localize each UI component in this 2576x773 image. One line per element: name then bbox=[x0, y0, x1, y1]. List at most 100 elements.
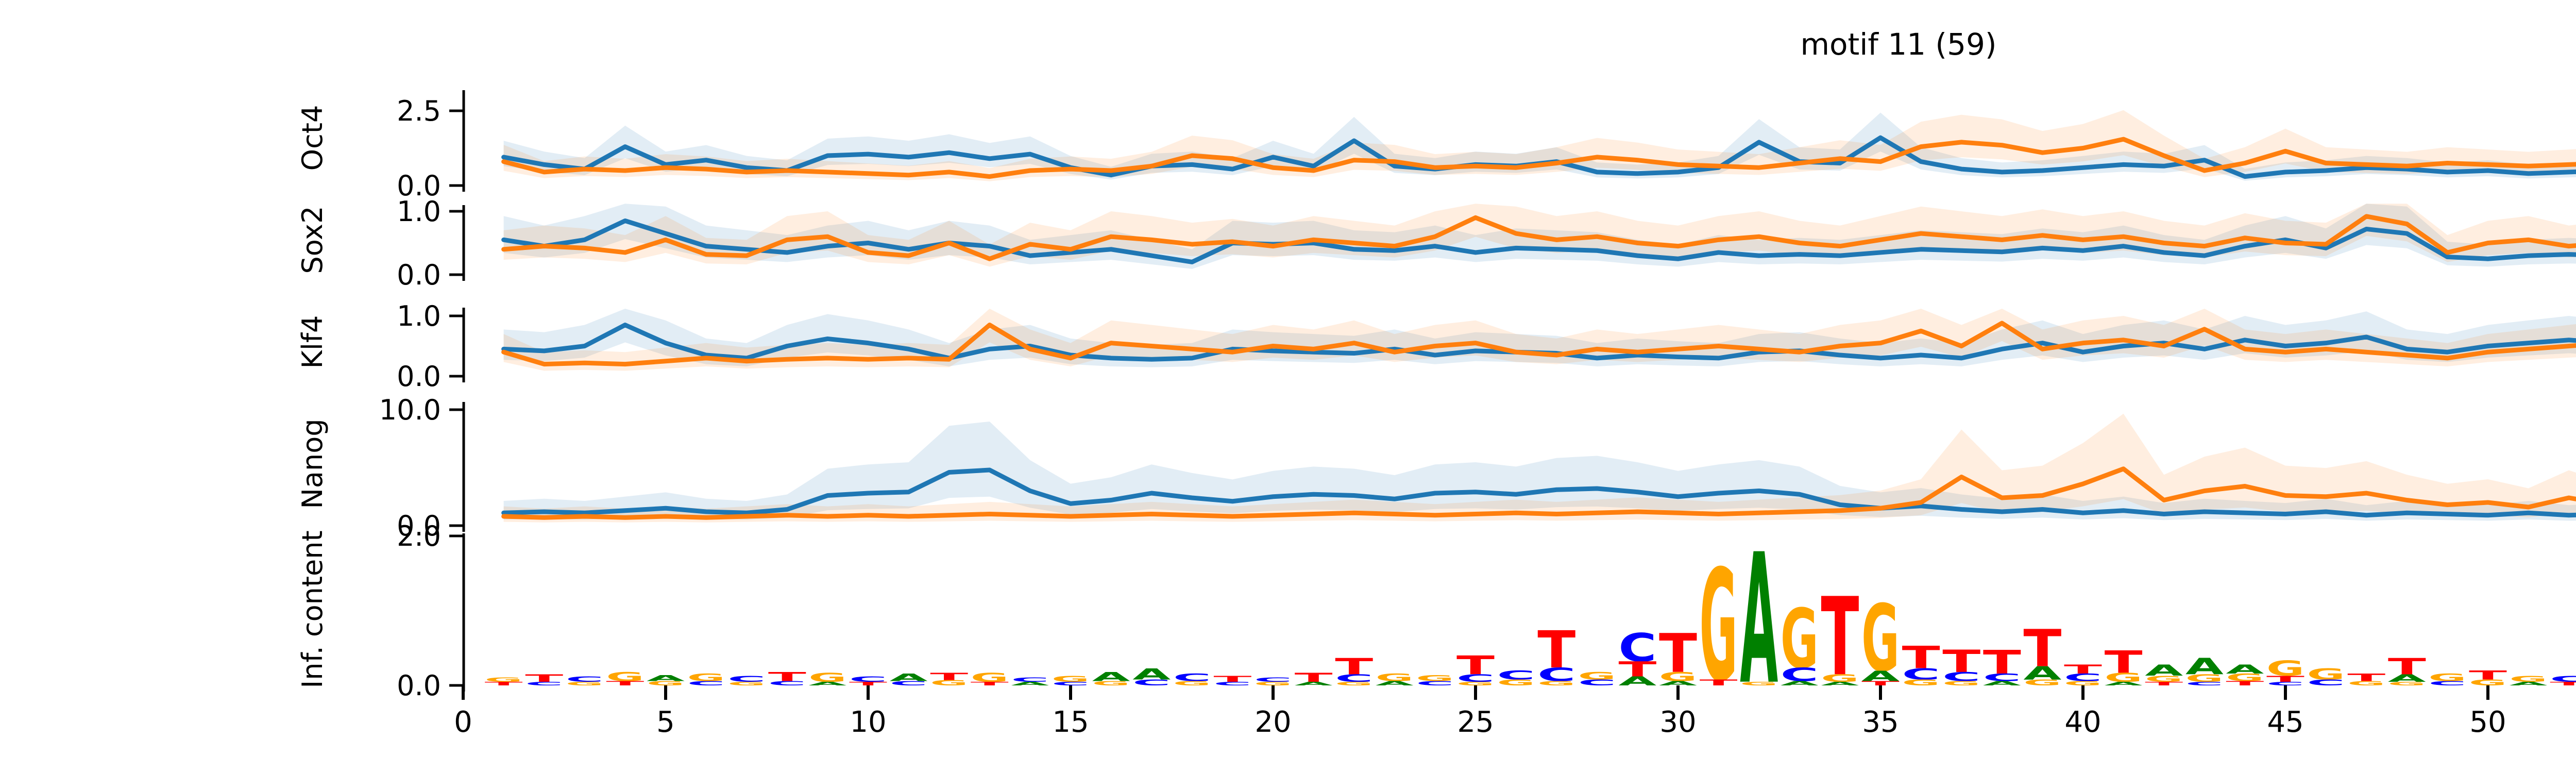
logo-letter-G: G bbox=[1821, 673, 1859, 684]
logo-letter-T: T bbox=[1861, 680, 1900, 687]
logo-letter-T: T bbox=[1821, 575, 1859, 700]
logo-letter-T: T bbox=[525, 673, 563, 684]
logo-letter-A: A bbox=[2388, 673, 2426, 684]
logo-letter-T: T bbox=[1942, 643, 1980, 679]
x-tick-label: 40 bbox=[2064, 705, 2101, 739]
orange-profile-line bbox=[501, 137, 2576, 179]
logo-letter-T: T bbox=[930, 671, 968, 683]
logo-letter-G: G bbox=[1902, 678, 1940, 687]
y-tick-label: 1.0 bbox=[397, 195, 441, 228]
logo-letter-C: C bbox=[2064, 671, 2102, 683]
logo-letter-G: G bbox=[2105, 670, 2143, 685]
blue-confidence-band bbox=[503, 421, 2576, 521]
row-label-nanog: Nanog bbox=[296, 418, 329, 509]
logo-letter-C: C bbox=[1052, 681, 1090, 687]
logo-letter-T: T bbox=[2145, 681, 2183, 687]
logo-letter-A: A bbox=[1376, 680, 1414, 687]
logo-letter-G: G bbox=[1416, 674, 1454, 683]
logo-letter-C: C bbox=[1416, 680, 1454, 687]
logo-letter-A: A bbox=[2145, 662, 2183, 680]
logo-letter-A: A bbox=[2226, 662, 2264, 677]
logo-letter-T: T bbox=[1618, 658, 1656, 681]
logo-letter-G: G bbox=[1659, 669, 1697, 684]
logo-letter-C: C bbox=[1456, 673, 1495, 684]
logo-letter-G: G bbox=[727, 681, 766, 687]
y-tick-label: 2.0 bbox=[397, 520, 441, 552]
logo-letter-T: T bbox=[2388, 653, 2426, 680]
x-tick-label: 20 bbox=[1255, 705, 1291, 739]
logo-letter-T: T bbox=[849, 681, 887, 687]
logo-letter-T: T bbox=[1335, 653, 1373, 680]
logo-letter-G: G bbox=[566, 681, 604, 687]
orange-confidence-band bbox=[503, 308, 2576, 371]
logo-letter-G: G bbox=[2307, 665, 2345, 683]
logo-letter-C: C bbox=[890, 680, 928, 687]
logo-letter-T: T bbox=[485, 681, 523, 687]
blue-profile-line bbox=[501, 218, 2576, 264]
logo-letter-G: G bbox=[2388, 681, 2426, 687]
logo-letter-G: G bbox=[1781, 591, 1819, 687]
y-tick-label: 0.0 bbox=[397, 170, 441, 202]
logo-letter-C: C bbox=[1213, 681, 1251, 687]
logo-letter-G: G bbox=[1700, 537, 1738, 716]
x-tick-label: 10 bbox=[850, 705, 886, 739]
x-tick-label: 35 bbox=[1862, 705, 1899, 739]
logo-letter-T: T bbox=[1295, 670, 1333, 685]
logo-letter-C: C bbox=[2428, 680, 2466, 687]
logo-letter-A: A bbox=[1659, 680, 1697, 687]
logo-letter-C: C bbox=[1942, 669, 1980, 684]
logo-letter-G: G bbox=[2266, 657, 2304, 680]
row-klf4 bbox=[449, 308, 2576, 382]
plot-title: motif 11 (59) bbox=[1800, 27, 1997, 62]
logo-letter-T: T bbox=[2023, 619, 2061, 678]
orange-profile-line bbox=[501, 466, 2576, 520]
orange-profile-line bbox=[501, 321, 2576, 367]
y-tick-label: 0.0 bbox=[397, 360, 441, 393]
blue-confidence-band bbox=[503, 308, 2576, 367]
logo-letter-G: G bbox=[2469, 678, 2507, 687]
logo-letter-C: C bbox=[1497, 668, 1535, 682]
logo-letter-C: C bbox=[1578, 678, 1616, 687]
logo-letter-A: A bbox=[1132, 665, 1171, 683]
logo-letter-C: C bbox=[1011, 676, 1049, 683]
logo-letter-T: T bbox=[2226, 680, 2264, 687]
logo-letter-C: C bbox=[1983, 671, 2021, 683]
logo-letter-G: G bbox=[1861, 585, 1900, 693]
logo-letter-T: T bbox=[971, 681, 1009, 687]
logo-letter-C: C bbox=[1537, 664, 1575, 685]
logo-letter-G: G bbox=[1537, 680, 1575, 687]
logo-letter-A: A bbox=[647, 674, 685, 683]
x-tick-label: 5 bbox=[656, 705, 675, 739]
row-nanog bbox=[449, 402, 2576, 532]
logo-letter-A: A bbox=[1781, 680, 1819, 687]
logo-letter-A: A bbox=[1011, 681, 1049, 687]
logo-letter-G: G bbox=[1456, 681, 1495, 687]
logo-letter-T: T bbox=[1456, 651, 1495, 681]
orange-profile-line bbox=[501, 214, 2576, 261]
x-tick-label: 45 bbox=[2267, 705, 2303, 739]
y-tick-label: 0.0 bbox=[397, 510, 441, 542]
x-tick-label: 50 bbox=[2469, 705, 2506, 739]
logo-letter-G: G bbox=[930, 679, 968, 687]
x-tick-label: 15 bbox=[1052, 705, 1089, 739]
logo-letter-T: T bbox=[1983, 644, 2021, 682]
logo-letter-G: G bbox=[808, 670, 846, 685]
logo-letter-C: C bbox=[2185, 681, 2224, 687]
logo-letter-T: T bbox=[606, 680, 645, 687]
row-sox2 bbox=[449, 204, 2576, 281]
logo-letter-A: A bbox=[2023, 663, 2061, 684]
y-tick-label: 1.0 bbox=[397, 300, 441, 332]
logo-letter-G: G bbox=[1173, 680, 1211, 687]
logo-letter-G: G bbox=[1376, 671, 1414, 683]
logo-letter-C: C bbox=[525, 681, 563, 687]
logo-letter-G: G bbox=[2064, 680, 2102, 687]
logo-letter-A: A bbox=[1618, 674, 1657, 688]
logo-letter-G: G bbox=[1254, 681, 1292, 687]
logo-letter-T: T bbox=[2105, 644, 2143, 680]
row-label-oct4: Oct4 bbox=[296, 105, 329, 171]
logo-letter-A: A bbox=[1821, 681, 1859, 687]
